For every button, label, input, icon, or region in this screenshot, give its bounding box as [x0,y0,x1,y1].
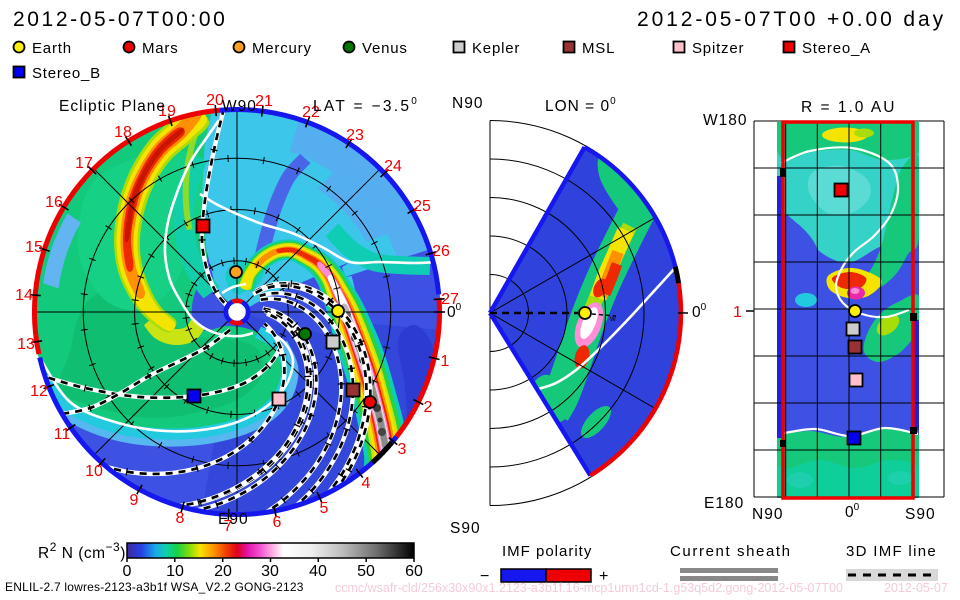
svg-text:3: 3 [398,441,407,458]
svg-text:R = 1.0 AU: R = 1.0 AU [801,99,896,116]
svg-text:w: w [609,314,616,323]
svg-text:Mercury: Mercury [252,40,312,57]
svg-text:15: 15 [25,239,43,256]
svg-text:E90: E90 [218,511,249,528]
svg-text:27: 27 [441,291,459,308]
svg-text:LON = 00: LON = 00 [545,96,617,115]
svg-text:W90: W90 [222,98,257,115]
svg-text:4: 4 [362,475,371,492]
svg-text:9: 9 [130,492,139,509]
svg-text:00: 00 [447,302,462,321]
svg-text:−: − [480,568,489,585]
svg-text:40: 40 [309,563,327,580]
svg-text:2: 2 [424,399,433,416]
svg-text:Mars: Mars [142,40,179,57]
svg-text:N90: N90 [452,95,483,112]
svg-text:ENLIL-2.7 lowres-2123-a3b1f WS: ENLIL-2.7 lowres-2123-a3b1f WSA_V2.2 GON… [5,580,304,594]
svg-text:Earth: Earth [32,40,72,57]
svg-text:0: 0 [123,563,132,580]
svg-text:7: 7 [224,518,233,535]
svg-text:Venus: Venus [362,40,408,57]
svg-text:00: 00 [845,502,860,521]
svg-text:60: 60 [405,563,423,580]
svg-text:E180: E180 [704,495,744,512]
svg-text:S90: S90 [905,506,936,523]
svg-text:16: 16 [45,194,63,211]
svg-text:Current sheath: Current sheath [670,543,792,560]
svg-text:Ecliptic Plane: Ecliptic Plane [59,98,166,115]
svg-text:5: 5 [320,500,329,517]
svg-text:2012-05-07T00 +0.00 day: 2012-05-07T00 +0.00 day [637,8,946,31]
svg-text:00: 00 [692,302,707,321]
svg-text:W180: W180 [703,112,748,129]
svg-text:Stereo_A: Stereo_A [802,40,871,57]
svg-text:Stereo_B: Stereo_B [32,65,101,82]
svg-text:23: 23 [346,127,364,144]
svg-text:2012-05-07T00:00: 2012-05-07T00:00 [13,8,227,31]
svg-text:20: 20 [214,563,232,580]
svg-text:R2 N (cm−3): R2 N (cm−3) [38,540,126,562]
svg-text:17: 17 [75,155,93,172]
svg-text:LAT = −3.50: LAT = −3.50 [313,96,419,115]
svg-text:14: 14 [15,287,33,304]
svg-text:18: 18 [114,124,132,141]
svg-text:19: 19 [158,103,176,120]
svg-text:Spitzer: Spitzer [692,40,744,57]
svg-text:ccmc/wsafr-cld/256x30x90x1.212: ccmc/wsafr-cld/256x30x90x1.2123-a3b1f.16… [335,581,843,595]
svg-text:IMF polarity: IMF polarity [502,543,592,560]
svg-text:2012-05-07: 2012-05-07 [884,581,948,595]
svg-text:8: 8 [176,510,185,527]
svg-text:12: 12 [30,383,48,400]
svg-text:MSL: MSL [582,40,615,57]
svg-text:6: 6 [273,514,282,531]
svg-text:10: 10 [85,463,103,480]
svg-text:Kepler: Kepler [472,40,520,57]
svg-text:20: 20 [206,92,224,109]
svg-text:25: 25 [413,198,431,215]
svg-text:N90: N90 [752,506,783,523]
svg-text:S90: S90 [450,520,481,537]
svg-text:24: 24 [384,158,402,175]
svg-text:13: 13 [17,336,35,353]
svg-text:1: 1 [441,353,450,370]
svg-text:30: 30 [261,563,279,580]
svg-text:10: 10 [166,563,184,580]
svg-text:21: 21 [255,93,273,110]
svg-text:26: 26 [432,243,450,260]
svg-text:22: 22 [302,104,320,121]
svg-text:+: + [599,568,608,585]
svg-text:1: 1 [733,304,742,321]
svg-text:11: 11 [54,426,71,443]
svg-text:3D IMF line: 3D IMF line [846,543,937,560]
svg-text:50: 50 [357,563,375,580]
